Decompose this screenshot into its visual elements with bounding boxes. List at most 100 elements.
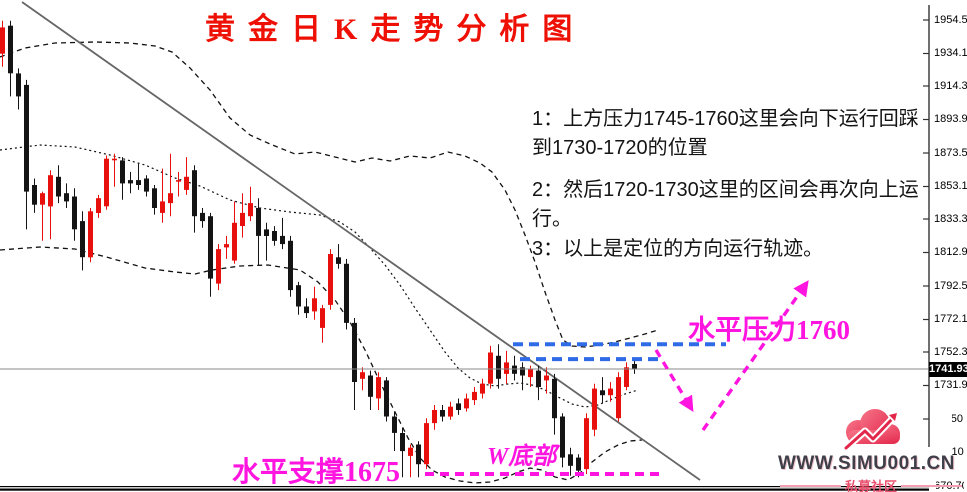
candle [416,441,421,478]
candle [16,68,21,110]
candle [72,188,77,241]
candle [408,444,413,478]
w-bottom-label: W底部 [487,444,557,470]
candle [480,378,485,399]
current-price-badge: 1741.93 [929,361,967,377]
candle [472,387,477,405]
watermark-community-row: 私募社区 [780,476,963,492]
candle [104,155,109,210]
candle [48,170,53,240]
candle [296,281,301,315]
candle [328,249,333,310]
axis-tick-label: 1873.50 [934,146,967,159]
candle [64,183,69,208]
candle [352,318,357,410]
candle [504,350,509,384]
candle [272,226,277,246]
analysis-note-2: 2：然后1720-1730这里的区间会再次向上运行。 [532,179,919,230]
candle [568,447,573,476]
candle [560,413,565,468]
candle [0,20,5,67]
candle [448,401,453,420]
analysis-note-1: 1：上方压力1745-1760这里会向下运行回踩到1730-1720的位置 [532,108,919,159]
candle [440,405,445,422]
candle [240,193,245,238]
candle [464,393,469,412]
candle [200,208,205,228]
axis-tick-label: 1954.50 [934,13,967,26]
candle [208,212,213,297]
candle [592,383,597,437]
candle [232,201,237,264]
candle [496,344,501,389]
candle [96,194,101,218]
axis-tick-label: 1731.90 [934,379,967,391]
candle [608,382,613,402]
candle [8,20,13,97]
axis-tick-label: 1914.30 [934,79,967,92]
axis-tick-label: 1893.90 [934,113,967,125]
candle [424,418,429,470]
candle [120,157,125,200]
bollinger-middle-band [0,144,639,408]
candle [432,405,437,430]
candle [192,165,197,233]
candle [624,362,629,391]
analysis-note-3: 3：以上是定位的方向运行轨迹。 [532,238,824,260]
watermark-url: WWW.SIMU001.CN [778,453,955,474]
candle [88,208,93,263]
cloud-arrow-up-icon [842,409,900,452]
candle [544,367,549,394]
chart-title: 黄金日K走势分析图 [205,13,586,46]
axis-tick-label: 1934.10 [934,47,967,59]
candle [80,211,85,271]
candle [488,345,493,389]
watermark: WWW.SIMU001.CN 私募社区 [778,402,967,492]
descending-trendline [21,1,701,481]
candle [32,178,37,213]
candle [632,360,637,374]
candle [288,235,293,297]
candle [320,304,325,343]
candle [304,298,309,318]
candle [512,355,517,381]
candle [360,367,365,391]
axis-tick-label: 1812.90 [934,246,967,258]
candle [152,185,157,215]
candle [400,428,405,478]
candle [112,153,117,187]
axis-tick-label: 1752.30 [934,345,967,358]
candle [336,244,341,269]
candle [520,362,525,391]
candle [552,373,557,435]
divider-line-right [901,484,963,487]
candle [160,168,165,223]
rally-arrow-up [701,280,809,431]
candle [184,157,189,195]
candle [24,79,29,230]
candle [264,222,269,261]
axis-tick-label-partial: 1711.50 [952,412,963,425]
candle [280,217,285,250]
candle [40,191,45,241]
candle [312,286,317,320]
candle [368,370,373,410]
candle [256,198,261,266]
axis-tick-label: 1772.10 [934,313,967,325]
pullback-arrow-down [654,349,694,413]
candle [376,372,381,410]
candle [128,171,133,194]
candle [216,244,221,291]
axis-tick-label: 1833.30 [934,212,967,225]
candle [224,235,229,259]
divider-line-left [780,484,841,487]
candle [56,165,61,204]
axis-tick-label: 1853.10 [934,180,967,192]
candle [392,411,397,451]
watermark-community-text: 私募社区 [845,479,898,492]
horizontal-resistance-label: 水平压力1760 [688,315,850,345]
candle [384,377,389,422]
candle [144,175,149,197]
candle [584,413,589,474]
